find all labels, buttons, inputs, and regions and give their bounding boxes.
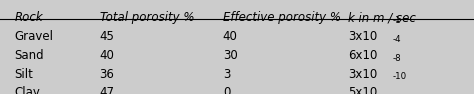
Text: 36: 36: [100, 68, 114, 81]
Text: 40: 40: [100, 49, 114, 62]
Text: Sand: Sand: [14, 49, 44, 62]
Text: 5x10: 5x10: [348, 86, 378, 94]
Text: -10: -10: [393, 72, 407, 81]
Text: 30: 30: [223, 49, 237, 62]
Text: 6x10: 6x10: [348, 49, 378, 62]
Text: Effective porosity %: Effective porosity %: [223, 11, 341, 24]
Text: 0: 0: [223, 86, 230, 94]
Text: 40: 40: [223, 30, 237, 43]
Text: 3: 3: [223, 68, 230, 81]
Text: k in m / sec: k in m / sec: [348, 11, 416, 24]
Text: Rock: Rock: [14, 11, 43, 24]
Text: 3x10: 3x10: [348, 30, 378, 43]
Text: 45: 45: [100, 30, 114, 43]
Text: 47: 47: [100, 86, 115, 94]
Text: -8: -8: [393, 54, 401, 63]
Text: 3x10: 3x10: [348, 68, 378, 81]
Text: -4: -4: [393, 35, 401, 44]
Text: Gravel: Gravel: [14, 30, 53, 43]
Text: Clay: Clay: [14, 86, 40, 94]
Text: Silt: Silt: [14, 68, 33, 81]
Text: -1: -1: [393, 16, 401, 25]
Text: Total porosity %: Total porosity %: [100, 11, 194, 24]
